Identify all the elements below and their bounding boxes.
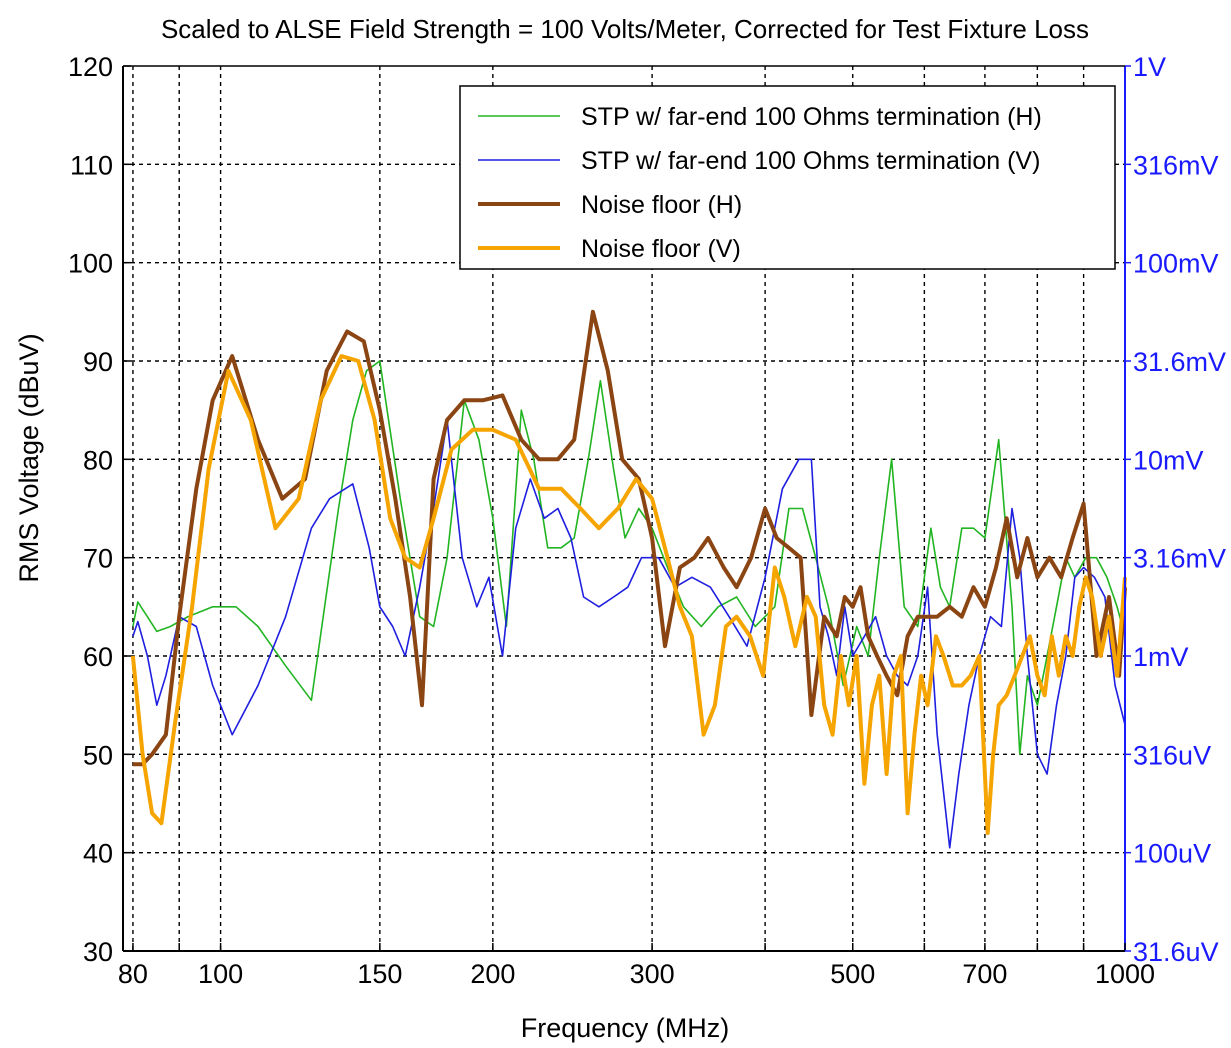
legend-label-3: Noise floor (H) (581, 191, 742, 219)
legend-label-4: Noise floor (V) (581, 235, 741, 263)
y-tick-label: 70 (83, 544, 113, 574)
x-tick-label: 1000 (1095, 959, 1155, 989)
right-tick-label: 1mV (1133, 642, 1189, 672)
x-tick-label: 80 (118, 959, 148, 989)
x-tick-label: 700 (962, 959, 1007, 989)
y-tick-label: 80 (83, 445, 113, 475)
legend-label-2: STP w/ far-end 100 Ohms termination (V) (581, 147, 1040, 175)
series-lines (130, 309, 1127, 849)
legend-label-1: STP w/ far-end 100 Ohms termination (H) (581, 103, 1042, 131)
y-tick-label: 40 (83, 839, 113, 869)
x-axis-label: Frequency (MHz) (521, 1013, 730, 1043)
right-tick-label: 316uV (1133, 740, 1211, 770)
y-tick-label: 60 (83, 642, 113, 672)
x-tick-label: 100 (198, 959, 243, 989)
y-tick-label: 50 (83, 740, 113, 770)
series-line-2 (132, 419, 1126, 849)
y-axis-label: RMS Voltage (dBuV) (14, 333, 44, 582)
plot-frame (122, 65, 1126, 952)
legend: STP w/ far-end 100 Ohms termination (H) S… (459, 85, 1116, 270)
legend-box (459, 85, 1116, 270)
x-tick-label: 200 (470, 959, 515, 989)
series-line-3 (132, 309, 1127, 767)
right-tick-label: 100mV (1133, 249, 1219, 279)
y-tick-label: 120 (68, 52, 113, 82)
x-tick-label: 300 (630, 959, 675, 989)
right-tick-label: 10mV (1133, 445, 1204, 475)
right-tick-label: 1V (1133, 52, 1166, 82)
series-line-1 (132, 360, 1126, 756)
y-tick-label: 90 (83, 347, 113, 377)
axis-ticks: 30 40 50 60 70 80 90 100 110 120 80 100 150 200 300 500… (68, 52, 1226, 989)
series-line-4 (130, 354, 1127, 835)
x-tick-label: 150 (357, 959, 402, 989)
y-tick-label: 30 (83, 937, 113, 967)
y-tick-label: 100 (68, 249, 113, 279)
right-tick-label: 31.6mV (1133, 347, 1226, 377)
right-tick-label: 316mV (1133, 150, 1219, 180)
y-tick-label: 110 (70, 150, 113, 180)
x-tick-label: 500 (830, 959, 875, 989)
right-tick-label: 100uV (1133, 839, 1211, 869)
chart-title: Scaled to ALSE Field Strength = 100 Volt… (161, 14, 1089, 44)
right-tick-label: 3.16mV (1133, 544, 1226, 574)
right-tick-label: 31.6uV (1133, 937, 1219, 967)
